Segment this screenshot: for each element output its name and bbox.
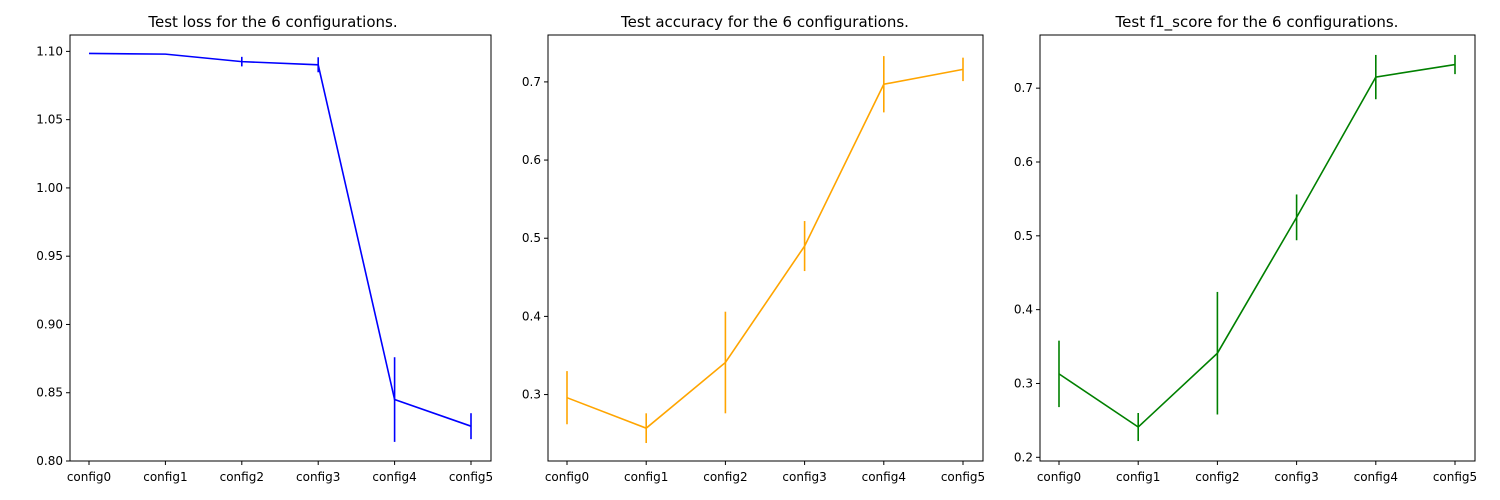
plot-area: 0.80 0.85 0.90 0.95 1.00 1.05 1.10 config0 confi… [36,44,493,484]
x-tick-label: config1 [1116,470,1160,484]
series-line [88,52,472,427]
axes-frame [1039,34,1476,462]
x-tick-label: config5 [1433,470,1477,484]
x-tick-label: config2 [1195,470,1239,484]
x-tick-label: config2 [703,470,747,484]
y-tick-label: 0.3 [1014,376,1033,390]
plot-area: 0.2 0.3 0.4 0.5 0.6 0.7 config0 config1 config2 c… [1014,54,1477,484]
y-tick-label: 0.2 [1014,450,1033,464]
y-tick-label: 1.00 [36,181,63,195]
x-tick-label: config1 [143,470,187,484]
x-tick-label: config3 [296,470,340,484]
chart-title: Test f1_score for the 6 configurations. [1115,13,1399,32]
chart-title: Test accuracy for the 6 configurations. [620,13,909,31]
chart-panel-accuracy: Test accuracy for the 6 configurations. … [522,13,985,484]
x-tick-label: config1 [624,470,668,484]
x-tick-label: config5 [449,470,493,484]
x-tick-label: config4 [372,470,416,484]
y-tick-label: 0.3 [522,388,541,402]
y-tick-label: 0.80 [36,454,63,468]
x-tick-label: config0 [545,470,589,484]
y-tick-label: 0.7 [522,75,541,89]
chart-title: Test loss for the 6 configurations. [147,13,397,31]
x-tick-label: config4 [1354,470,1398,484]
x-tick-label: config3 [782,470,826,484]
y-tick-label: 0.95 [36,249,63,263]
y-tick-label: 0.85 [36,386,63,400]
y-tick-label: 0.4 [522,309,541,323]
x-tick-label: config0 [1037,470,1081,484]
x-tick-label: config2 [220,470,264,484]
y-tick-label: 1.05 [36,113,63,127]
axes-frame [69,34,492,462]
y-tick-label: 0.7 [1014,81,1033,95]
chart-panel-loss: Test loss for the 6 configurations. 0.80… [36,13,493,484]
x-tick-label: config3 [1274,470,1318,484]
x-tick-label: config0 [67,470,111,484]
y-tick-label: 0.6 [522,153,541,167]
y-tick-label: 0.90 [36,317,63,331]
series-line [566,68,964,430]
y-tick-label: 0.5 [522,231,541,245]
y-tick-label: 0.5 [1014,229,1033,243]
y-tick-label: 0.6 [1014,155,1033,169]
x-tick-label: config4 [862,470,906,484]
series-line [1058,63,1456,429]
chart-panel-f1-score: Test f1_score for the 6 configurations. … [1014,13,1477,484]
y-tick-label: 0.4 [1014,303,1033,317]
x-tick-label: config5 [941,470,985,484]
y-tick-label: 1.10 [36,44,63,58]
axes-frame [547,34,984,462]
plot-area: 0.3 0.4 0.5 0.6 0.7 config0 config1 config2 conf… [522,56,985,484]
